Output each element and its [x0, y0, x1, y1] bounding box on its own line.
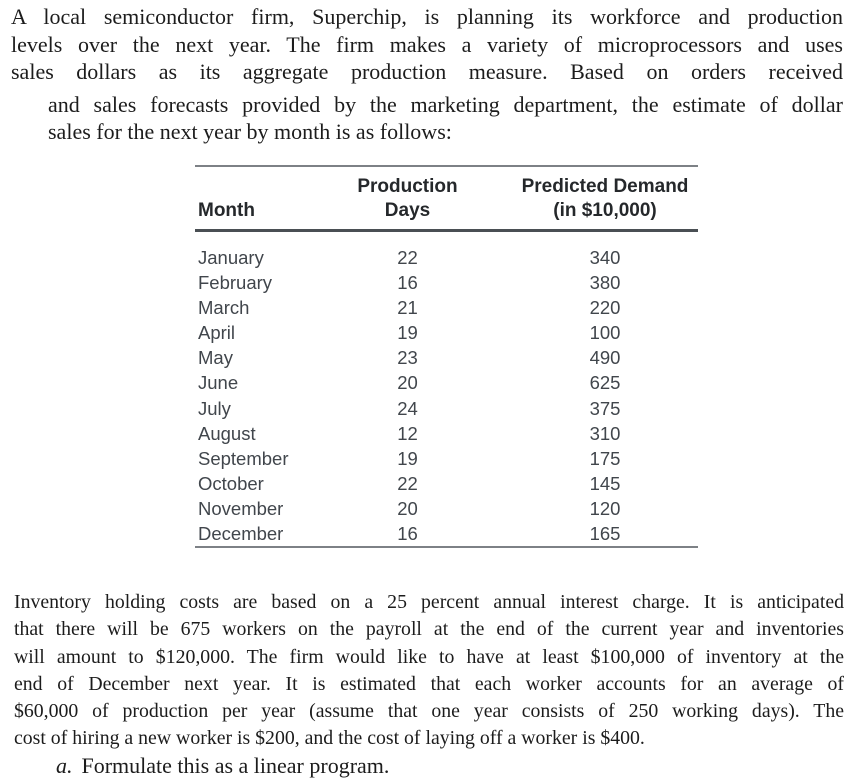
month-cell: May	[198, 347, 233, 369]
table-row: May 23 490	[195, 345, 698, 370]
month-cell: March	[198, 297, 250, 319]
problem-text-line: sales dollars as its aggregate productio…	[11, 59, 843, 85]
days-cell: 16	[397, 272, 418, 294]
problem-text-line: cost of hiring a new worker is $200, and…	[14, 727, 645, 750]
table-header-row: Month Production Days Predicted Demand (…	[195, 165, 698, 232]
demand-cell: 340	[589, 247, 621, 268]
month-cell: October	[198, 472, 264, 494]
header-line: (in $10,000)	[553, 199, 657, 221]
demand-cell: 165	[589, 523, 621, 545]
demand-cell: 310	[589, 422, 621, 444]
demand-cell: 175	[589, 447, 621, 469]
days-cell: 20	[397, 372, 418, 394]
days-cell: 20	[397, 497, 418, 519]
table-row: February 16 380	[195, 270, 698, 295]
demand-cell: 625	[589, 372, 621, 394]
table-row: September 19 175	[195, 446, 698, 471]
table-row: August 12 310	[195, 421, 698, 446]
month-cell: June	[198, 372, 239, 394]
header-line: Predicted Demand	[521, 176, 689, 197]
problem-text-line: sales for the next year by month is as f…	[48, 119, 452, 145]
problem-text-line: that there will be 675 workers on the pa…	[14, 618, 844, 641]
days-cell: 21	[397, 297, 418, 319]
monthly-demand-table: Month Production Days Predicted Demand (…	[195, 165, 698, 549]
table-row: November 20 120	[195, 496, 698, 521]
problem-text-line: Inventory holding costs are based on a 2…	[14, 591, 844, 613]
problem-text-line: end of December next year. It is estimat…	[14, 672, 844, 695]
problem-statement: A local semiconductor firm, Superchip, i…	[11, 3, 843, 146]
days-cell: 22	[397, 247, 418, 268]
problem-text-line: levels over the next year. The firm make…	[11, 31, 843, 57]
days-cell: 19	[397, 447, 418, 469]
days-cell: 16	[397, 523, 418, 545]
month-cell: November	[198, 497, 284, 519]
month-cell: April	[198, 322, 236, 344]
table-row: June 20 625	[195, 370, 698, 395]
problem-text-line: will amount to $120,000. The firm would …	[14, 645, 844, 668]
demand-cell: 145	[589, 472, 621, 494]
days-cell: 23	[397, 347, 418, 369]
problem-text-line: $60,000 of production per year (assume t…	[14, 700, 844, 723]
days-cell: 24	[397, 397, 418, 419]
month-cell: December	[198, 523, 284, 545]
demand-cell: 380	[589, 272, 621, 294]
column-header-production-days: Production Days	[303, 175, 512, 222]
problem-text-line: A local semiconductor firm, Superchip, i…	[11, 4, 843, 29]
task-item-a: a. Formulate this as a linear program.	[56, 752, 389, 779]
table-row: December 16 165	[195, 521, 698, 546]
demand-cell: 220	[589, 297, 621, 319]
table-row: January 22 340	[195, 245, 698, 270]
column-header-month: Month	[198, 199, 255, 221]
column-header-predicted-demand: Predicted Demand (in $10,000)	[512, 175, 698, 222]
table-row: March 21 220	[195, 295, 698, 320]
problem-text-line: and sales forecasts provided by the mark…	[48, 91, 843, 117]
days-cell: 22	[397, 472, 418, 494]
task-label: a.	[56, 753, 73, 778]
table-row: October 22 145	[195, 471, 698, 496]
demand-cell: 490	[589, 347, 621, 369]
demand-cell: 375	[589, 397, 621, 419]
table-row: April 19 100	[195, 320, 698, 345]
month-cell: July	[198, 397, 231, 419]
demand-cell: 100	[589, 322, 621, 344]
table-body: January 22 340 February 16 380 March 21 …	[195, 232, 698, 549]
table-row: July 24 375	[195, 396, 698, 421]
header-line: Days	[384, 199, 431, 221]
month-cell: September	[198, 447, 289, 469]
header-line: Production	[357, 176, 458, 197]
days-cell: 12	[397, 422, 418, 444]
problem-details: Inventory holding costs are based on a 2…	[14, 589, 844, 753]
month-cell: August	[198, 422, 256, 444]
month-cell: January	[198, 247, 264, 268]
days-cell: 19	[397, 322, 418, 344]
task-text: Formulate this as a linear program.	[81, 753, 390, 778]
demand-cell: 120	[589, 497, 621, 519]
month-cell: February	[198, 272, 273, 294]
